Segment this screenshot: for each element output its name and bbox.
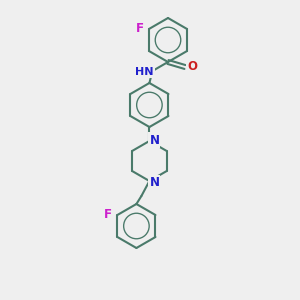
Text: F: F: [104, 208, 112, 220]
Text: HN: HN: [135, 67, 154, 77]
Text: N: N: [149, 176, 159, 190]
Text: N: N: [149, 134, 159, 146]
Text: F: F: [136, 22, 144, 34]
Text: O: O: [187, 61, 197, 74]
